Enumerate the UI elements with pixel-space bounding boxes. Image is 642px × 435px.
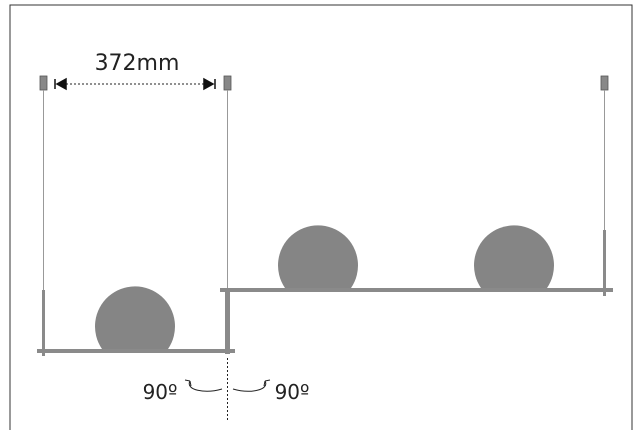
rotation-label: 90º — [143, 380, 178, 404]
lower-bar — [37, 349, 235, 353]
mount — [223, 75, 232, 91]
lamp-sphere — [474, 225, 554, 288]
dimension-arrow — [54, 77, 67, 91]
dimension-label: 372mm — [95, 51, 180, 76]
rotation-arrow — [232, 379, 271, 392]
lamps — [95, 225, 554, 349]
mount — [600, 75, 609, 91]
mount — [39, 75, 48, 91]
structure — [37, 230, 613, 356]
connector — [225, 288, 230, 354]
wires — [43, 90, 605, 290]
lamp-sphere — [278, 225, 358, 288]
rotation-arrow — [184, 379, 223, 392]
upper-bar — [220, 288, 613, 292]
rod — [603, 230, 606, 296]
rotation-label: 90º — [275, 380, 310, 404]
dimension-arrow — [203, 77, 216, 91]
rod — [42, 290, 45, 356]
lamp-sphere — [95, 286, 175, 349]
frame — [9, 4, 633, 430]
